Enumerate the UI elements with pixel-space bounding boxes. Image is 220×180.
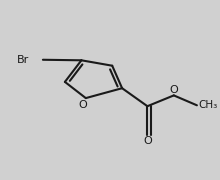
- Text: Br: Br: [17, 55, 29, 65]
- Text: CH₃: CH₃: [198, 100, 217, 110]
- Text: O: O: [143, 136, 152, 146]
- Text: O: O: [169, 85, 178, 95]
- Text: O: O: [78, 100, 87, 110]
